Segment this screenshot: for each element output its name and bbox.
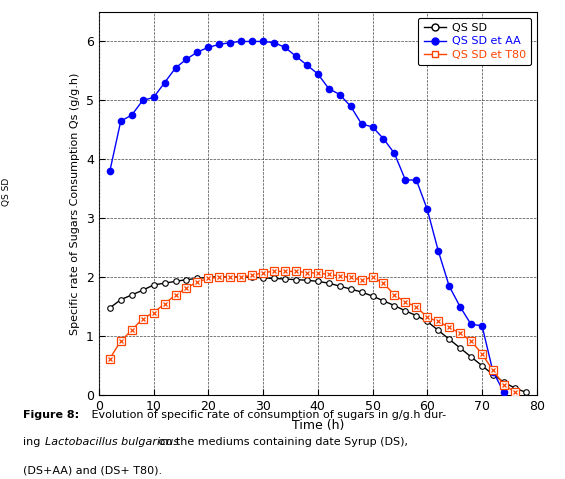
X-axis label: Time (h): Time (h) (292, 419, 344, 432)
Y-axis label: Specific rate of Sugars Consumption Qs (g/g.h): Specific rate of Sugars Consumption Qs (… (71, 72, 80, 335)
Text: on the mediums containing date Syrup (DS),: on the mediums containing date Syrup (DS… (155, 437, 408, 447)
Text: Lactobacillus bulgaricus: Lactobacillus bulgaricus (45, 437, 179, 447)
Legend: QS SD, QS SD et AA, QS SD et T80: QS SD, QS SD et AA, QS SD et T80 (418, 18, 531, 65)
Text: ing: ing (23, 437, 44, 447)
Text: (DS+AA) and (DS+ T80).: (DS+AA) and (DS+ T80). (23, 465, 162, 475)
Text: Evolution of specific rate of consumption of sugars in g/g.h dur-: Evolution of specific rate of consumptio… (88, 410, 446, 420)
Text: QS SD: QS SD (2, 178, 11, 205)
Text: Figure 8:: Figure 8: (23, 410, 79, 420)
